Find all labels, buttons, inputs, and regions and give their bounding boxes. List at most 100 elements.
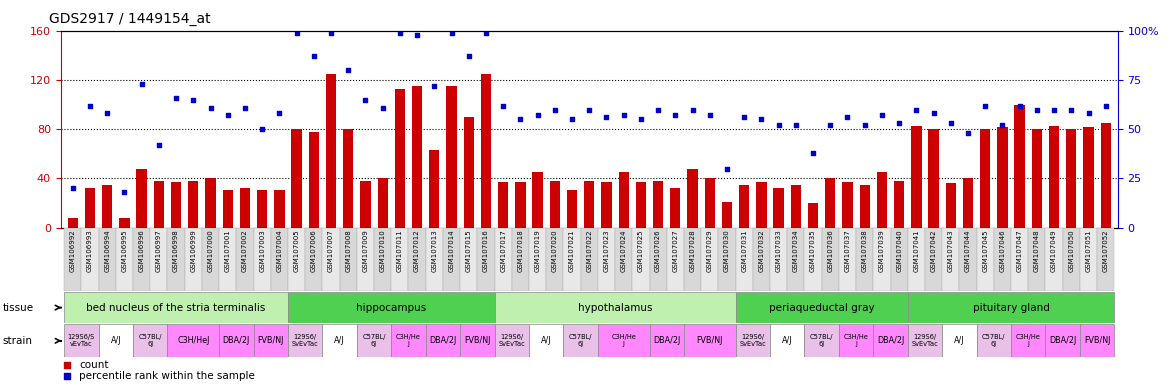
Bar: [322, 228, 340, 291]
Bar: [481, 74, 491, 228]
Point: [993, 122, 1011, 128]
Bar: [1066, 129, 1077, 228]
Bar: [635, 182, 646, 228]
Bar: [962, 179, 973, 228]
Bar: [357, 324, 391, 357]
Text: GSM107052: GSM107052: [1103, 230, 1108, 272]
Text: FVB/NJ: FVB/NJ: [464, 336, 491, 345]
Bar: [911, 126, 922, 228]
Bar: [151, 228, 167, 291]
Bar: [584, 181, 595, 228]
Point: [270, 110, 288, 116]
Bar: [704, 179, 715, 228]
Text: GSM107045: GSM107045: [982, 230, 988, 272]
Text: GSM107012: GSM107012: [415, 230, 420, 272]
Text: GSM107039: GSM107039: [880, 230, 885, 272]
Bar: [425, 228, 443, 291]
Bar: [494, 292, 736, 323]
Bar: [580, 228, 598, 291]
Bar: [925, 228, 943, 291]
Bar: [1045, 324, 1080, 357]
Bar: [133, 228, 151, 291]
Text: DBA/2J: DBA/2J: [223, 336, 250, 345]
Text: GSM107031: GSM107031: [742, 230, 748, 272]
Bar: [340, 228, 357, 291]
Text: GSM107024: GSM107024: [620, 230, 627, 272]
Point: [236, 104, 255, 111]
Text: FVB/NJ: FVB/NJ: [696, 336, 723, 345]
Bar: [980, 129, 990, 228]
Bar: [288, 292, 494, 323]
Bar: [529, 228, 547, 291]
Bar: [1015, 104, 1024, 228]
Point: [1062, 106, 1080, 113]
Bar: [736, 228, 753, 291]
Point: [132, 81, 151, 87]
Text: GSM107022: GSM107022: [586, 230, 592, 272]
Bar: [512, 228, 529, 291]
Bar: [446, 86, 457, 228]
Point: [786, 122, 805, 128]
Bar: [498, 182, 508, 228]
Point: [717, 166, 736, 172]
Text: GSM107018: GSM107018: [517, 230, 523, 272]
Text: A/J: A/J: [954, 336, 965, 345]
Bar: [1080, 228, 1097, 291]
Bar: [997, 127, 1008, 228]
Bar: [425, 324, 460, 357]
Bar: [825, 179, 835, 228]
Point: [339, 67, 357, 73]
Text: DBA/2J: DBA/2J: [877, 336, 904, 345]
Bar: [649, 324, 684, 357]
Bar: [1097, 228, 1114, 291]
Text: percentile rank within the sample: percentile rank within the sample: [79, 371, 255, 381]
Point: [183, 97, 202, 103]
Text: DBA/2J: DBA/2J: [653, 336, 680, 345]
Bar: [1011, 324, 1045, 357]
Point: [614, 113, 633, 119]
Bar: [976, 324, 1011, 357]
Bar: [239, 188, 250, 228]
Bar: [736, 324, 770, 357]
Bar: [391, 324, 425, 357]
Bar: [460, 228, 478, 291]
Text: GSM107002: GSM107002: [242, 230, 248, 272]
Text: periaqueductal gray: periaqueductal gray: [769, 303, 875, 313]
Point: [167, 94, 186, 101]
Text: GSM107048: GSM107048: [1034, 230, 1040, 272]
Bar: [257, 190, 267, 228]
Text: C57BL/
6J: C57BL/ 6J: [809, 334, 834, 347]
Point: [872, 113, 891, 119]
Point: [632, 116, 651, 122]
Bar: [64, 324, 98, 357]
Bar: [253, 228, 271, 291]
Bar: [116, 228, 133, 291]
Bar: [770, 228, 787, 291]
Bar: [377, 179, 388, 228]
Bar: [1011, 228, 1028, 291]
Bar: [839, 228, 856, 291]
Point: [683, 106, 702, 113]
Text: GSM107047: GSM107047: [1016, 230, 1023, 272]
Bar: [566, 190, 577, 228]
Bar: [563, 324, 598, 357]
Bar: [98, 228, 116, 291]
Bar: [64, 292, 288, 323]
Text: GSM107011: GSM107011: [397, 230, 403, 272]
Bar: [412, 86, 423, 228]
Text: GSM106995: GSM106995: [121, 230, 127, 272]
Bar: [842, 182, 853, 228]
Bar: [1100, 123, 1111, 228]
Bar: [167, 228, 185, 291]
Point: [701, 113, 719, 119]
Bar: [756, 182, 766, 228]
Bar: [154, 181, 164, 228]
Bar: [119, 218, 130, 228]
Point: [356, 97, 375, 103]
Bar: [890, 228, 908, 291]
Text: GSM107017: GSM107017: [500, 230, 506, 272]
Bar: [598, 228, 616, 291]
Bar: [202, 228, 220, 291]
Text: GSM107021: GSM107021: [569, 230, 575, 272]
Point: [959, 130, 978, 136]
